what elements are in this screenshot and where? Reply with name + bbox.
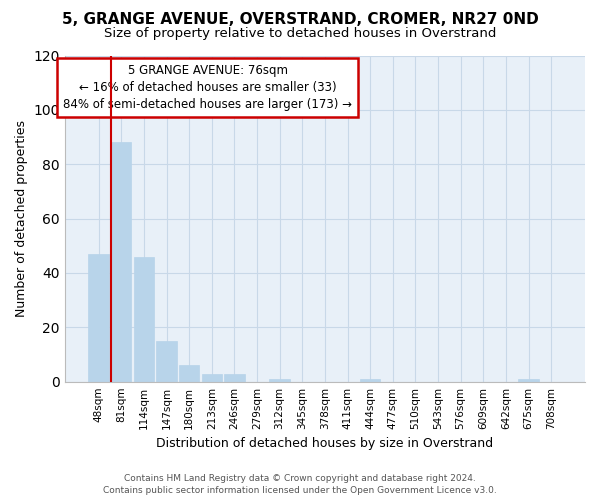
Bar (224, 374, 245, 382)
Bar (179, 366, 199, 382)
Bar (269, 379, 290, 382)
Bar (518, 379, 539, 382)
Bar (111, 142, 131, 382)
Bar (202, 374, 222, 382)
X-axis label: Distribution of detached houses by size in Overstrand: Distribution of detached houses by size … (157, 437, 493, 450)
Bar (360, 379, 380, 382)
Bar (134, 256, 154, 382)
Text: 5 GRANGE AVENUE: 76sqm
← 16% of detached houses are smaller (33)
84% of semi-det: 5 GRANGE AVENUE: 76sqm ← 16% of detached… (64, 64, 352, 110)
Bar (88, 254, 109, 382)
Text: 5, GRANGE AVENUE, OVERSTRAND, CROMER, NR27 0ND: 5, GRANGE AVENUE, OVERSTRAND, CROMER, NR… (62, 12, 538, 28)
Text: Size of property relative to detached houses in Overstrand: Size of property relative to detached ho… (104, 28, 496, 40)
Text: Contains HM Land Registry data © Crown copyright and database right 2024.
Contai: Contains HM Land Registry data © Crown c… (103, 474, 497, 495)
Bar (157, 341, 176, 382)
Y-axis label: Number of detached properties: Number of detached properties (15, 120, 28, 317)
